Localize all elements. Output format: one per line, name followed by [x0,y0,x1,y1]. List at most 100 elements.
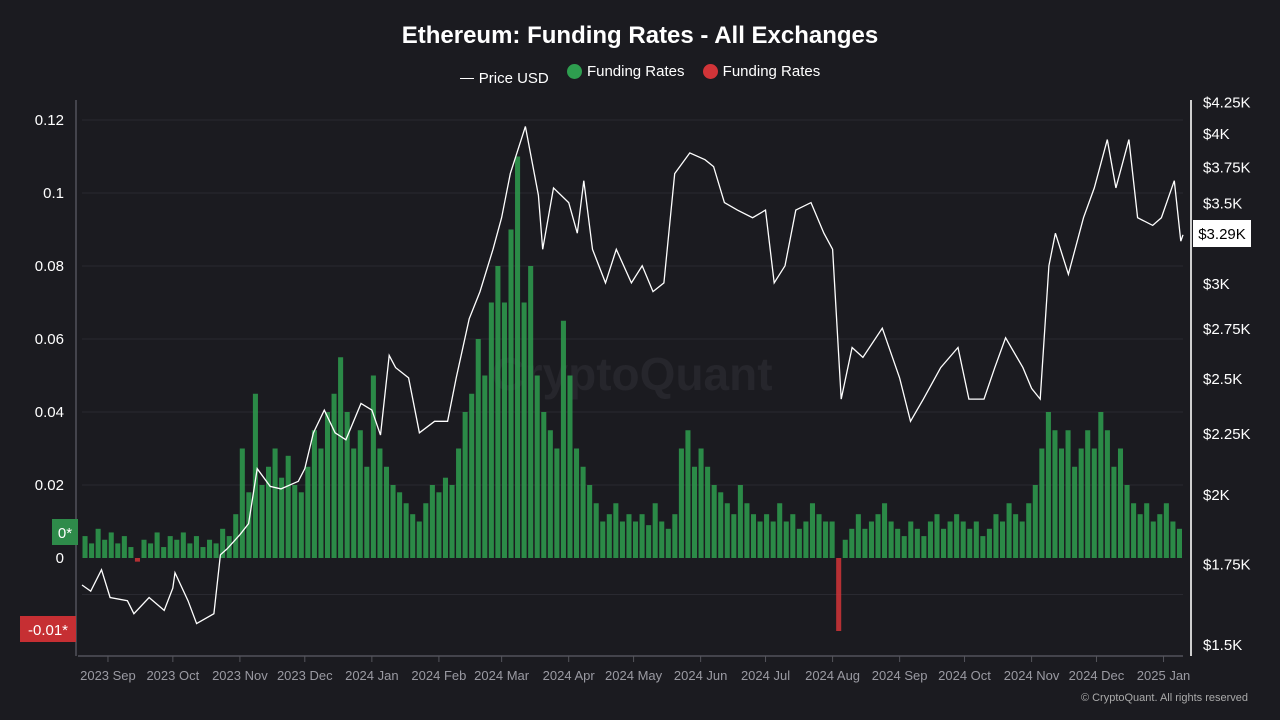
funding-bar [901,536,907,558]
funding-bar [750,514,757,558]
x-tick-label: 2024 Jun [674,668,728,683]
funding-bar [174,539,180,558]
left-tick-label: 0.04 [35,404,64,421]
funding-bar [783,521,789,558]
funding-bar [986,528,992,558]
chart-title: Ethereum: Funding Rates - All Exchanges [401,22,879,49]
funding-bar [318,448,324,558]
funding-bar [429,485,435,558]
left-tick-label: 0.08 [35,258,64,275]
funding-bar [193,536,199,558]
funding-bar [410,514,416,558]
funding-bar [449,485,455,558]
x-tick-label: 2023 Dec [277,668,333,683]
funding-bar [882,503,888,558]
line-swatch-icon [459,78,474,79]
funding-bar [541,412,547,558]
x-tick-label: 2023 Nov [212,668,268,683]
funding-bar [737,485,743,558]
x-tick-label: 2024 Oct [938,668,991,683]
funding-bar [757,521,763,558]
funding-bar [678,448,684,558]
funding-bar [469,393,475,558]
funding-bar [1006,503,1012,558]
funding-bar [967,528,973,558]
funding-bar [1065,430,1071,558]
right-tick-label: $2.5K [1203,371,1242,388]
funding-bar [1058,448,1065,558]
right-tick-label: $2.25K [1203,426,1251,443]
funding-bar [934,514,940,558]
funding-bar [1045,412,1051,558]
x-tick-label: 2024 Mar [474,668,530,683]
funding-bar [790,514,796,558]
funding-bar [1117,448,1124,558]
legend-item-funding-negative[interactable]: Funding Rates [702,63,821,80]
funding-bar [272,448,278,558]
funding-bar [560,320,566,558]
funding-bar [823,521,829,558]
funding-bar [501,302,507,558]
funding-bar [960,521,966,558]
funding-bar [154,532,160,558]
funding-bar [266,466,272,558]
legend-item-price[interactable]: Price USD [459,70,549,87]
funding-bar [770,521,776,558]
funding-bar [1098,412,1104,558]
funding-bar [731,514,737,558]
copyright: © CryptoQuant. All rights reserved [1080,692,1248,704]
funding-bar [482,375,488,558]
watermark: CryptoQuant [491,348,772,400]
funding-bar [580,466,586,558]
right-tick-label: $2.75K [1203,321,1251,338]
funding-bar [1176,528,1182,558]
funding-bar [868,521,874,558]
funding-bar [1150,521,1156,558]
funding-bar [187,543,193,558]
x-tick-label: 2023 Oct [146,668,199,683]
funding-bar [954,514,960,558]
funding-bar [246,492,252,558]
funding-max-marker [52,519,78,545]
funding-bar [220,528,226,558]
x-tick-label: 2024 Sep [872,668,928,683]
funding-bar [1039,448,1045,558]
funding-bar [239,448,245,558]
last-price-label: $3.29K [1198,226,1246,243]
funding-bar [1124,485,1130,558]
legend-label: Funding Rates [722,63,821,80]
legend-label: Price USD [478,70,549,87]
x-tick-label: 2023 Sep [80,668,136,683]
funding-bar [292,485,298,558]
funding-bar [914,528,920,558]
funding-bar [855,514,861,558]
funding-bar [351,448,357,558]
funding-bar [1085,430,1091,558]
funding-bar [849,528,855,558]
funding-bar [973,521,979,558]
funding-bar [141,539,147,558]
funding-bar [685,430,691,558]
funding-bar [515,156,521,558]
funding-bar [1144,503,1150,558]
funding-bar [672,514,678,558]
funding-bar [593,503,599,558]
funding-bar [698,448,704,558]
funding-bar [803,521,809,558]
legend-item-funding-positive[interactable]: Funding Rates [566,63,685,80]
funding-bar [941,528,947,558]
red-dot-icon [702,64,718,79]
funding-bar [495,266,501,558]
funding-max-label: 0* [58,525,72,542]
green-dot-icon [566,64,582,79]
funding-bar [1137,514,1143,558]
funding-bar [207,539,213,558]
funding-bar [89,543,95,558]
funding-bar [488,302,494,558]
funding-bar [423,503,429,558]
funding-bar [764,514,770,558]
funding-bar [1072,466,1078,558]
funding-bar [1052,430,1058,558]
funding-bar [1170,521,1176,558]
